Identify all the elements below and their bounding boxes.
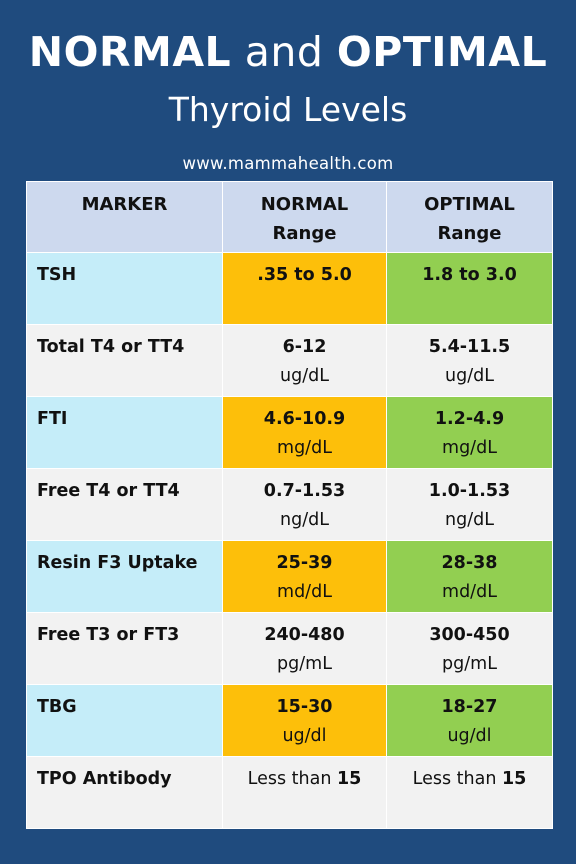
table-row: Free T3 or FT3 240-480 pg/mL 300-450 pg/mL bbox=[26, 612, 553, 685]
normal-range-value: .35 to 5.0 bbox=[257, 265, 352, 285]
normal-range-unit: pg/mL bbox=[277, 654, 332, 674]
table-row: TBG 15-30 ug/dl 18-27 ug/dl bbox=[26, 684, 553, 757]
table-row: TSH .35 to 5.0 1.8 to 3.0 bbox=[26, 252, 553, 325]
table-row: FTI 4.6-10.9 mg/dL 1.2-4.9 mg/dL bbox=[26, 396, 553, 469]
marker-cell: TPO Antibody bbox=[26, 756, 223, 829]
optimal-range-value: 300-450 bbox=[429, 625, 510, 645]
table-header-row: MARKER NORMAL Range OPTIMAL Range bbox=[26, 181, 553, 253]
optimal-range-value: 15 bbox=[502, 769, 527, 789]
marker-cell: Free T4 or TT4 bbox=[26, 468, 223, 541]
optimal-range-value: 1.0-1.53 bbox=[428, 481, 511, 501]
optimal-range-unit: mg/dL bbox=[442, 438, 497, 458]
source-url: www.mammahealth.com bbox=[182, 154, 394, 173]
normal-range-value: 15-30 bbox=[276, 697, 333, 717]
optimal-range-cell: 1.2-4.9 mg/dL bbox=[386, 396, 553, 469]
page-title: NORMAL and OPTIMAL bbox=[0, 26, 576, 78]
title-optimal: OPTIMAL bbox=[336, 28, 548, 76]
normal-range-unit: mg/dL bbox=[277, 438, 332, 458]
title-normal: NORMAL bbox=[28, 28, 232, 76]
table-row: Resin F3 Uptake 25-39 md/dL 28-38 md/dL bbox=[26, 540, 553, 613]
normal-range-value: 25-39 bbox=[276, 553, 333, 573]
optimal-range-cell: 28-38 md/dL bbox=[386, 540, 553, 613]
table-row: Total T4 or TT4 6-12 ug/dL 5.4-11.5 ug/dL bbox=[26, 324, 553, 397]
table-row: Free T4 or TT4 0.7-1.53 ng/dL 1.0-1.53 ng/dL bbox=[26, 468, 553, 541]
normal-range-value: 240-480 bbox=[264, 625, 345, 645]
header-optimal-range: OPTIMAL Range bbox=[386, 181, 553, 253]
normal-range-unit: ug/dl bbox=[282, 726, 327, 746]
optimal-range-cell: 18-27 ug/dl bbox=[386, 684, 553, 757]
optimal-range-cell: 1.0-1.53 ng/dL bbox=[386, 468, 553, 541]
marker-cell: FTI bbox=[26, 396, 223, 469]
header-marker: MARKER bbox=[26, 181, 223, 253]
normal-range-cell: .35 to 5.0 bbox=[222, 252, 387, 325]
normal-range-unit: md/dL bbox=[277, 582, 332, 602]
thyroid-levels-table: MARKER NORMAL Range OPTIMAL Range TSH .35 t… bbox=[26, 181, 553, 829]
optimal-range-cell: 300-450 pg/mL bbox=[386, 612, 553, 685]
table-row: TPO Antibody Less than 15 Less than 15 bbox=[26, 756, 553, 829]
optimal-range-value: 28-38 bbox=[441, 553, 498, 573]
normal-range-value: 15 bbox=[337, 769, 362, 789]
normal-range-value: 6-12 bbox=[282, 337, 327, 357]
optimal-range-unit: ug/dL bbox=[445, 366, 494, 386]
optimal-range-value: 5.4-11.5 bbox=[428, 337, 511, 357]
normal-range-cell: 15-30 ug/dl bbox=[222, 684, 387, 757]
optimal-range-value: 1.2-4.9 bbox=[434, 409, 505, 429]
normal-range-cell: 0.7-1.53 ng/dL bbox=[222, 468, 387, 541]
optimal-range-cell: Less than 15 bbox=[386, 756, 553, 829]
optimal-range-unit: md/dL bbox=[442, 582, 497, 602]
marker-cell: TSH bbox=[26, 252, 223, 325]
normal-range-prefix: Less than bbox=[247, 769, 332, 789]
optimal-range-cell: 1.8 to 3.0 bbox=[386, 252, 553, 325]
normal-range-unit: ug/dL bbox=[280, 366, 329, 386]
normal-range-unit: ng/dL bbox=[280, 510, 329, 530]
marker-cell: TBG bbox=[26, 684, 223, 757]
normal-range-value: 4.6-10.9 bbox=[263, 409, 346, 429]
optimal-range-value: 1.8 to 3.0 bbox=[422, 265, 517, 285]
optimal-range-unit: ng/dL bbox=[445, 510, 494, 530]
optimal-range-unit: pg/mL bbox=[442, 654, 497, 674]
marker-cell: Free T3 or FT3 bbox=[26, 612, 223, 685]
optimal-range-unit: ug/dl bbox=[447, 726, 492, 746]
normal-range-cell: 25-39 md/dL bbox=[222, 540, 387, 613]
marker-cell: Total T4 or TT4 bbox=[26, 324, 223, 397]
header-normal-range: NORMAL Range bbox=[222, 181, 387, 253]
normal-range-cell: 4.6-10.9 mg/dL bbox=[222, 396, 387, 469]
optimal-range-value: 18-27 bbox=[441, 697, 498, 717]
marker-cell: Resin F3 Uptake bbox=[26, 540, 223, 613]
title-and: and bbox=[244, 28, 324, 76]
normal-range-cell: Less than 15 bbox=[222, 756, 387, 829]
optimal-range-cell: 5.4-11.5 ug/dL bbox=[386, 324, 553, 397]
normal-range-value: 0.7-1.53 bbox=[263, 481, 346, 501]
normal-range-cell: 6-12 ug/dL bbox=[222, 324, 387, 397]
normal-range-cell: 240-480 pg/mL bbox=[222, 612, 387, 685]
page-subtitle: Thyroid Levels bbox=[168, 90, 408, 129]
optimal-range-prefix: Less than bbox=[412, 769, 497, 789]
